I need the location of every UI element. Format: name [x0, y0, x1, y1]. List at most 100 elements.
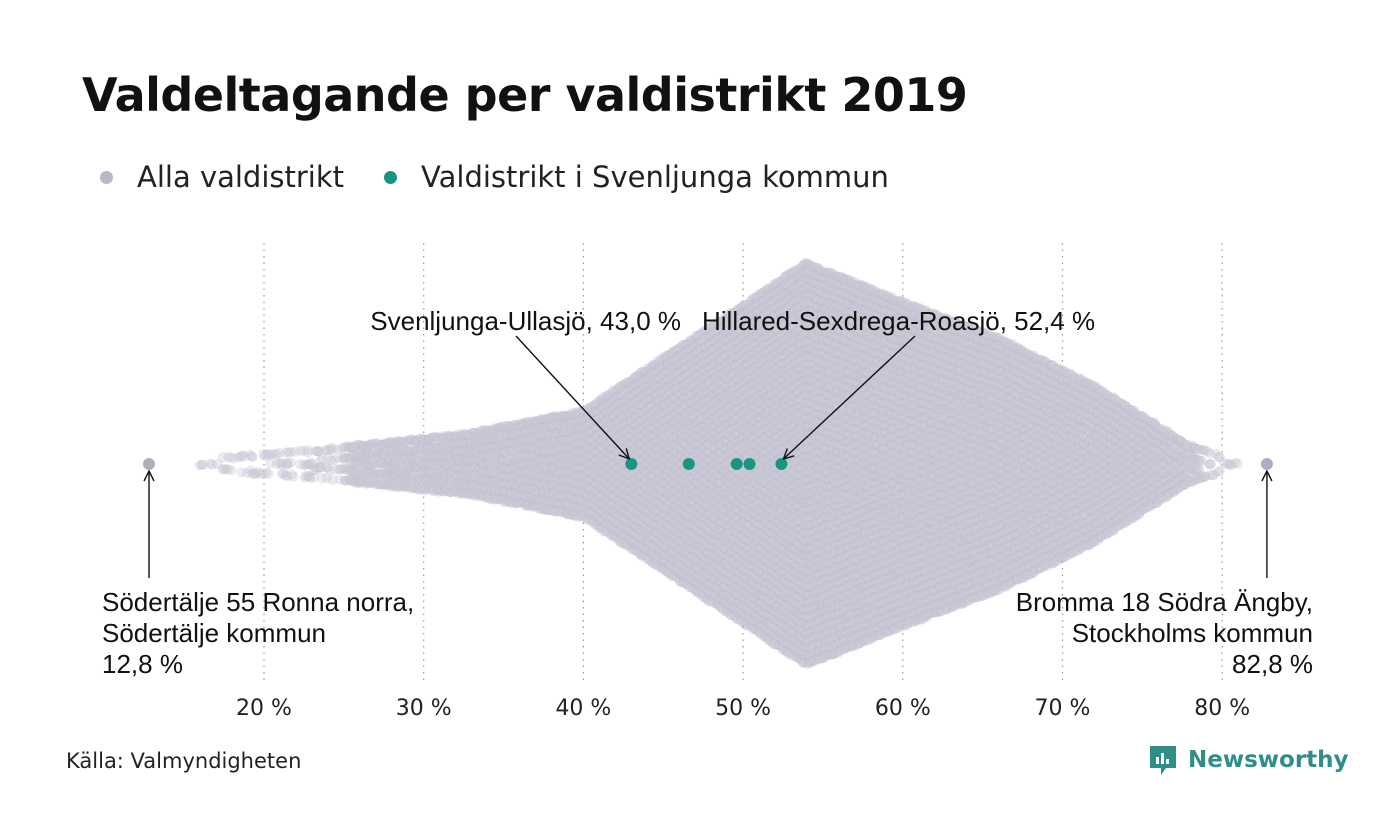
- x-tick-label-60: 60 %: [875, 696, 931, 721]
- data-point: [252, 466, 263, 477]
- data-point: [332, 453, 343, 464]
- data-point: [357, 475, 368, 486]
- data-point: [379, 458, 390, 469]
- data-point: [348, 466, 359, 477]
- x-tick-label-80: 80 %: [1194, 696, 1250, 721]
- data-point: [360, 468, 371, 479]
- data-point: [237, 450, 248, 461]
- data-point: [313, 445, 324, 456]
- data-point: [351, 457, 362, 468]
- data-point: [358, 450, 369, 461]
- data-point: [347, 476, 358, 487]
- data-point: [364, 439, 375, 450]
- data-point: [361, 450, 372, 461]
- x-tick-label-50: 50 %: [715, 696, 771, 721]
- data-point: [355, 449, 366, 460]
- data-point: [378, 467, 389, 478]
- data-point: [281, 458, 292, 469]
- x-tick-label-40: 40 %: [555, 696, 611, 721]
- data-point: [312, 446, 323, 457]
- data-point: [281, 471, 292, 482]
- data-point: [354, 478, 365, 489]
- data-point: [357, 441, 368, 452]
- data-point: [344, 454, 355, 465]
- data-point: [369, 448, 380, 459]
- data-point: [274, 457, 285, 468]
- data-point: [303, 471, 314, 482]
- data-point: [346, 451, 357, 462]
- data-point: [362, 441, 373, 452]
- data-point: [349, 459, 360, 470]
- data-point: [276, 459, 287, 470]
- data-point: [368, 457, 379, 468]
- data-point: [239, 451, 250, 462]
- data-point: [361, 477, 372, 488]
- data-point: [196, 459, 207, 470]
- data-point: [344, 441, 355, 452]
- data-point: [367, 469, 378, 480]
- data-point: [359, 449, 370, 460]
- data-point: [244, 449, 255, 460]
- data-point: [349, 440, 360, 451]
- data-point: [309, 464, 320, 475]
- data-point: [288, 471, 299, 482]
- data-point: [249, 468, 260, 479]
- data-point: [262, 448, 273, 459]
- data-point: [247, 468, 258, 479]
- legend-item-all: Alla valdistrikt: [100, 160, 344, 194]
- data-point: [350, 466, 361, 477]
- data-point: [282, 459, 293, 470]
- data-point: [343, 442, 354, 453]
- data-point: [245, 465, 256, 476]
- data-point: [368, 478, 379, 489]
- data-point: [350, 458, 361, 469]
- data-point: [340, 452, 351, 463]
- data-point: [356, 458, 367, 469]
- data-point: [314, 462, 325, 473]
- data-point: [373, 457, 384, 468]
- data-point: [298, 460, 309, 471]
- data-point: [324, 465, 335, 476]
- data-point: [220, 464, 231, 475]
- data-point: [364, 478, 375, 489]
- data-point: [335, 464, 346, 475]
- legend-item-svenljunga: Valdistrikt i Svenljunga kommun: [384, 160, 889, 194]
- data-point: [326, 442, 337, 453]
- data-point: [225, 452, 236, 463]
- data-point: [357, 468, 368, 479]
- data-point: [304, 470, 315, 481]
- data-point: [309, 462, 320, 473]
- data-point: [285, 457, 296, 468]
- data-point: [306, 458, 317, 469]
- data-point: [350, 441, 361, 452]
- data-point: [282, 457, 293, 468]
- data-point: [355, 468, 366, 479]
- data-point: [371, 477, 382, 488]
- data-point: [204, 458, 215, 469]
- data-point: [228, 453, 239, 464]
- data-point: [377, 457, 388, 468]
- data-point: [343, 452, 354, 463]
- data-point: [265, 458, 276, 469]
- data-point: [308, 472, 319, 483]
- data-point: [356, 477, 367, 488]
- data-point: [346, 464, 357, 475]
- data-point: [372, 449, 383, 460]
- all-points-group: [194, 258, 1243, 669]
- data-point: [346, 458, 357, 469]
- data-point: [327, 474, 338, 485]
- chart-title: Valdeltagande per valdistrikt 2019: [82, 68, 968, 122]
- data-point: [353, 468, 364, 479]
- data-point: [342, 441, 353, 452]
- legend-label-svenljunga: Valdistrikt i Svenljunga kommun: [421, 160, 889, 194]
- data-point: [369, 477, 380, 488]
- data-point: [315, 455, 326, 466]
- data-point: [371, 440, 382, 451]
- data-point: [352, 477, 363, 488]
- data-point: [369, 458, 380, 469]
- data-point: [366, 460, 377, 471]
- data-point: [323, 452, 334, 463]
- data-point: [217, 452, 228, 463]
- data-point: [336, 443, 347, 454]
- data-point: [366, 460, 377, 471]
